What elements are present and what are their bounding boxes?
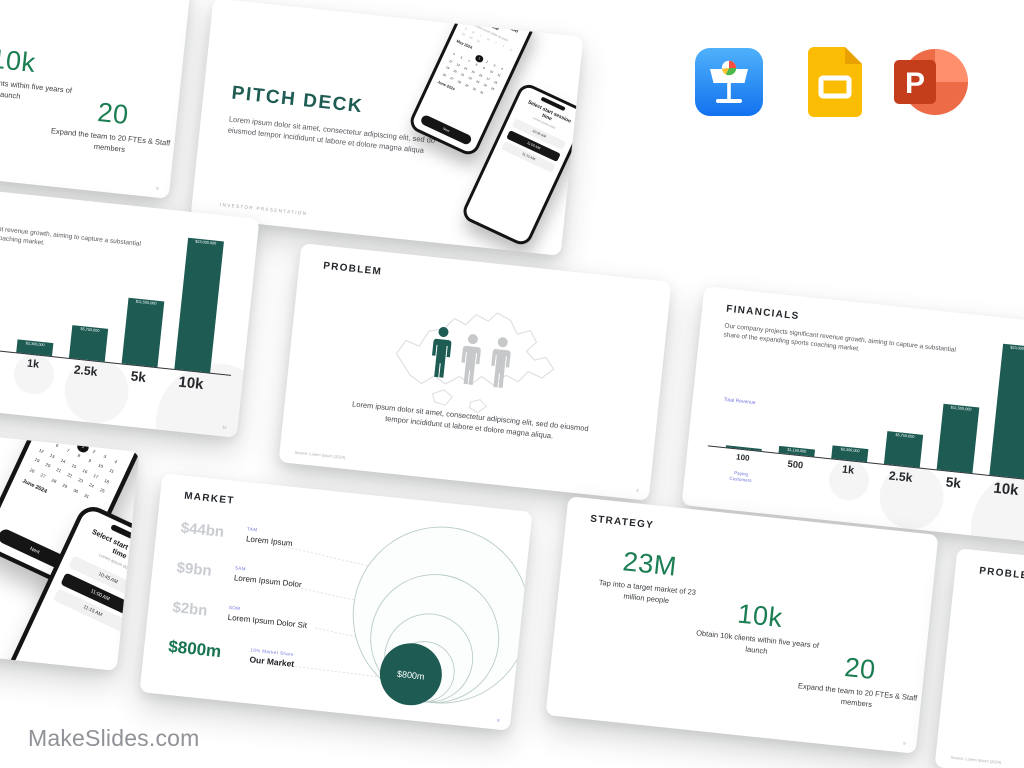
person-icon-primary xyxy=(428,325,454,379)
bar-value-label: $2,300,000 xyxy=(840,447,860,454)
category-label: 10k xyxy=(992,479,1020,500)
market-tier-tag: SOM xyxy=(228,604,241,612)
market-tier-tag: SAM xyxy=(234,565,247,572)
region-map-outline xyxy=(372,294,583,434)
bar-10k: $23,000,000 xyxy=(989,343,1024,479)
revenue-bar-chart: $1,150,000$2,300,000$5,750,000$11,500,00… xyxy=(0,206,246,376)
google-slides-icon[interactable] xyxy=(808,47,862,122)
slide-problem[interactable]: PROBLEM Lorem ipsum dolor sit amet, con xyxy=(278,243,672,501)
bar-value-label: $23,000,000 xyxy=(195,239,217,246)
source-note: Source: Lorem Ipsum (2024) xyxy=(294,449,346,460)
page-number: 9 xyxy=(903,740,906,746)
bar-10k: $23,000,000 xyxy=(174,237,224,373)
category-label: 10k xyxy=(177,373,205,394)
category-label: 1k xyxy=(26,357,40,371)
stat-23m: 23M Tap into a target market of 23 milli… xyxy=(586,543,711,610)
page-number: 12 xyxy=(221,424,227,430)
category-label: 500 xyxy=(787,457,804,471)
bar-value-label: $11,500,000 xyxy=(135,299,157,306)
slide-product-phones-partial[interactable]: PITCH DECK Lorem ipsum dolor sit amet, c… xyxy=(0,413,140,671)
bar-value-label: $5,750,000 xyxy=(895,432,915,439)
tam-sam-som-circles: $800m xyxy=(283,526,530,706)
source-note: Source: Lorem Ipsum (2024) xyxy=(950,754,1002,765)
calendar-grid: 1 2 3 4 5 6 7 8 9 10 11 12 13 14 15 16 17 18 19 20 21 22 23 24 2… xyxy=(28,437,119,500)
slide-title: PROBLEM xyxy=(322,260,383,278)
slide-financials-partial[interactable]: FINANCIALS Our company projects signific… xyxy=(0,180,260,438)
market-value: $2bn xyxy=(171,598,209,620)
bar-value-label: $5,750,000 xyxy=(80,326,100,333)
market-bubble-value: $800m xyxy=(397,669,425,682)
slide-strategy[interactable]: STRATEGY 23M Tap into a target market of… xyxy=(545,496,939,754)
page-number: 3 xyxy=(636,487,639,493)
bar-value-label: $1,150,000 xyxy=(787,448,807,455)
bar-value-label: $2,300,000 xyxy=(25,341,45,348)
pitch-deck-title: PITCH DECK xyxy=(230,82,365,118)
bar-5k: $11,500,000 xyxy=(936,403,980,474)
market-row-sam: $9bn SAM Lorem Ipsum Dolor xyxy=(175,559,302,589)
people-icons xyxy=(428,325,514,388)
phone-notch xyxy=(487,6,513,22)
pitch-deck-body: Lorem ipsum dolor sit amet, consectetur … xyxy=(227,114,436,155)
person-icon-gray xyxy=(487,336,513,390)
person-icon-gray xyxy=(458,333,484,387)
slide-problem-partial[interactable]: PROBLEM Source: Lorem Ipsum (2024) xyxy=(934,548,1024,768)
category-label: 5k xyxy=(130,368,147,385)
stat-value: 10k xyxy=(0,43,38,79)
bar-value-label: $23,000,000 xyxy=(1010,345,1024,352)
category-label: 100 xyxy=(735,452,750,463)
category-label: 2.5k xyxy=(73,362,99,379)
slide-title: PROBLEM xyxy=(978,565,1024,583)
powerpoint-icon[interactable]: P xyxy=(892,47,968,122)
slide-strategy-partial[interactable]: STRATEGY 23M Tap into a target market of… xyxy=(0,0,192,199)
market-value: $44bn xyxy=(180,519,225,541)
bar-1k: $2,300,000 xyxy=(16,339,54,357)
pitch-deck-footer: INVESTOR PRESENTATION xyxy=(219,201,308,217)
category-label: 1k xyxy=(841,463,855,477)
bar-2.5k: $5,750,000 xyxy=(68,325,109,362)
stat-20: 20 Expand the team to 20 FTEs & Staff me… xyxy=(794,647,923,715)
slide-market[interactable]: MARKET $800m $44bn TAM Lorem Ipsum $9bn … xyxy=(139,473,533,731)
market-value: $9bn xyxy=(175,559,213,580)
slide-financials[interactable]: FINANCIALS Our company projects signific… xyxy=(681,286,1024,544)
market-row-som: $2bn SOM Lorem Ipsum Dolor Sit xyxy=(171,598,308,630)
svg-text:P: P xyxy=(905,67,925,100)
bar-500: $1,150,000 xyxy=(778,446,815,457)
bar-1k: $2,300,000 xyxy=(831,445,869,463)
keynote-icon[interactable] xyxy=(695,48,763,121)
market-tier-tag: TAM xyxy=(246,526,258,533)
slide-title: STRATEGY xyxy=(589,513,655,532)
stat-20: 20 Expand the team to 20 FTEs & Staff me… xyxy=(47,92,176,160)
bar-100 xyxy=(725,445,762,452)
category-label: 5k xyxy=(945,474,962,491)
category-label: 2.5k xyxy=(888,468,914,485)
bar-5k: $11,500,000 xyxy=(121,297,165,368)
page-number: 9 xyxy=(156,185,159,191)
bar-value-label: $11,500,000 xyxy=(950,405,972,412)
bar-2.5k: $5,750,000 xyxy=(883,431,924,468)
makeslides-watermark[interactable]: MakeSlides.com xyxy=(28,725,200,751)
